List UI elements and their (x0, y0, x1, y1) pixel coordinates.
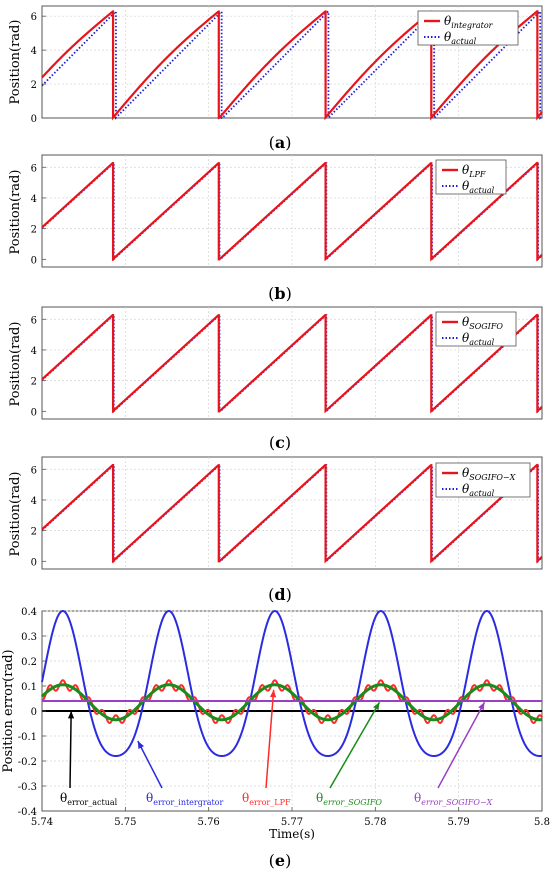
y-tick-label: 4 (31, 194, 37, 205)
panel-label: (e) (269, 851, 292, 870)
series-lines (41, 463, 543, 564)
panel-c: 0 2 4 6 Position(rad) θSOGIFO θactual (c) (8, 306, 543, 452)
error-label-lpf: θerror_LPF (242, 791, 291, 807)
error-label-actual: θerror_actual (60, 791, 118, 807)
panel-e: -0.4-0.3-0.2-0.100.10.20.30.4 5.74 5.75 5.… (1, 607, 550, 870)
annotation-arrowhead-4 (478, 702, 485, 711)
x-tick-label: 5.74 (31, 817, 53, 828)
x-tick-label: 5.75 (114, 817, 136, 828)
y-tick-label: 4 (31, 46, 37, 57)
y-tick-label: 0.1 (21, 682, 37, 693)
annotation-arrowhead-1 (137, 741, 144, 749)
y-tick-label: 4 (31, 496, 37, 507)
panel-label: (b) (268, 284, 292, 303)
y-tick-label: 0 (31, 557, 37, 568)
legend-box (417, 10, 519, 46)
error-series-1 (41, 609, 543, 758)
y-tick-label: 0.2 (21, 657, 37, 668)
series-estimate (41, 10, 543, 121)
legend-box (435, 311, 517, 347)
y-tick-label: 4 (31, 346, 37, 357)
y-tick-label: 2 (31, 80, 37, 91)
legend: θSOGIFO−X θactual (435, 462, 531, 498)
legend-entry-0: θLPF (462, 163, 486, 179)
y-ticks: 0 2 4 6 (31, 163, 46, 266)
annotation-arrow-2 (265, 689, 275, 789)
panel-d: 0 2 4 6 Position(rad) θSOGIFO−X θactual (d) (8, 456, 543, 604)
y-ticks: 0 2 4 6 (31, 12, 46, 125)
y-tick-label: 0 (31, 707, 37, 718)
y-tick-label: 0 (31, 255, 37, 266)
series-estimate (41, 463, 543, 564)
annotation-arrow-1 (137, 740, 163, 789)
y-axis-label: Position(rad) (8, 20, 23, 105)
x-tick-label: 5.77 (281, 817, 303, 828)
y-tick-label: 2 (31, 527, 37, 538)
y-axis-label: Position error(rad) (1, 649, 16, 772)
annotation-arrow-4 (437, 701, 486, 789)
x-axis-label: Time(s) (269, 827, 315, 841)
y-tick-label: 6 (31, 163, 37, 174)
y-axis-label: Position(rad) (8, 472, 23, 557)
legend-entry-0: θintegrator (444, 14, 494, 30)
y-tick-label: -0.4 (18, 807, 37, 818)
y-tick-label: 0 (31, 407, 37, 418)
series-lines (41, 161, 543, 262)
x-tick-label: 5.76 (198, 817, 220, 828)
legend: θintegrator θactual (417, 10, 519, 46)
annotation-arrowhead-2 (269, 689, 277, 698)
series-lines (41, 10, 543, 121)
series-lines (40, 609, 543, 758)
y-tick-label: 0.4 (21, 607, 37, 618)
legend-entry-1: θactual (462, 331, 495, 347)
y-tick-label: 6 (31, 12, 37, 23)
x-tick-label: 5.79 (448, 817, 470, 828)
legend-entry-1: θactual (462, 482, 495, 498)
y-ticks: 0 2 4 6 (31, 315, 46, 418)
error-series-3 (40, 683, 543, 722)
y-tick-label: 2 (31, 377, 37, 388)
series-estimate (41, 161, 543, 262)
y-tick-label: 6 (31, 465, 37, 476)
error-label-sogifo-x: θerror_SOGIFO−X (414, 791, 493, 807)
legend-entry-1: θactual (462, 179, 495, 195)
x-ticks: 5.74 5.75 5.76 5.77 5.78 5.79 5.8 (31, 807, 550, 828)
x-tick-label: 5.8 (534, 817, 550, 828)
annotation-arrows (67, 689, 486, 789)
legend: θLPF θactual (435, 159, 507, 195)
series-lines (41, 313, 543, 414)
y-tick-label: -0.2 (18, 757, 37, 768)
panel-label: (c) (269, 433, 291, 452)
panel-label: (a) (269, 133, 292, 152)
series-estimate (41, 313, 543, 414)
y-tick-label: 0 (31, 114, 37, 125)
legend-entry-0: θSOGIFO−X (462, 466, 516, 482)
y-ticks: -0.4 -0.3 -0.2 -0.1 0 0.1 0.2 0.3 0.4 (18, 607, 46, 818)
legend-box (435, 159, 507, 195)
panel-label: (d) (268, 585, 292, 604)
error-label-intergrator: θerror_intergrator (146, 791, 223, 807)
y-tick-label: -0.3 (18, 782, 37, 793)
y-axis-label: Position(rad) (8, 322, 23, 407)
legend-box (435, 462, 531, 498)
panel-a: 0 2 4 6 Position(rad) θintegrator θactual (… (8, 5, 543, 152)
legend-entry-0: θSOGIFO (462, 315, 503, 331)
y-tick-label: 6 (31, 315, 37, 326)
legend-entry-1: θactual (444, 30, 477, 46)
annotation-arrow-0 (69, 710, 72, 789)
y-tick-label: -0.1 (18, 732, 37, 743)
y-tick-label: 2 (31, 225, 37, 236)
x-tick-label: 5.78 (364, 817, 386, 828)
y-ticks: 0 2 4 6 (31, 465, 46, 568)
annotation-arrowhead-3 (373, 702, 380, 711)
annotation-arrowhead-0 (67, 711, 75, 719)
legend: θSOGIFO θactual (435, 311, 517, 347)
y-axis-label: Position(rad) (8, 170, 23, 255)
error-label-sogifo: θerror_SOGIFO (316, 791, 382, 807)
panel-b: 0 2 4 6 Position(rad) θLPF θactual (b) (8, 154, 543, 303)
annotation-arrow-3 (329, 701, 381, 789)
y-tick-label: 0.3 (21, 632, 37, 643)
